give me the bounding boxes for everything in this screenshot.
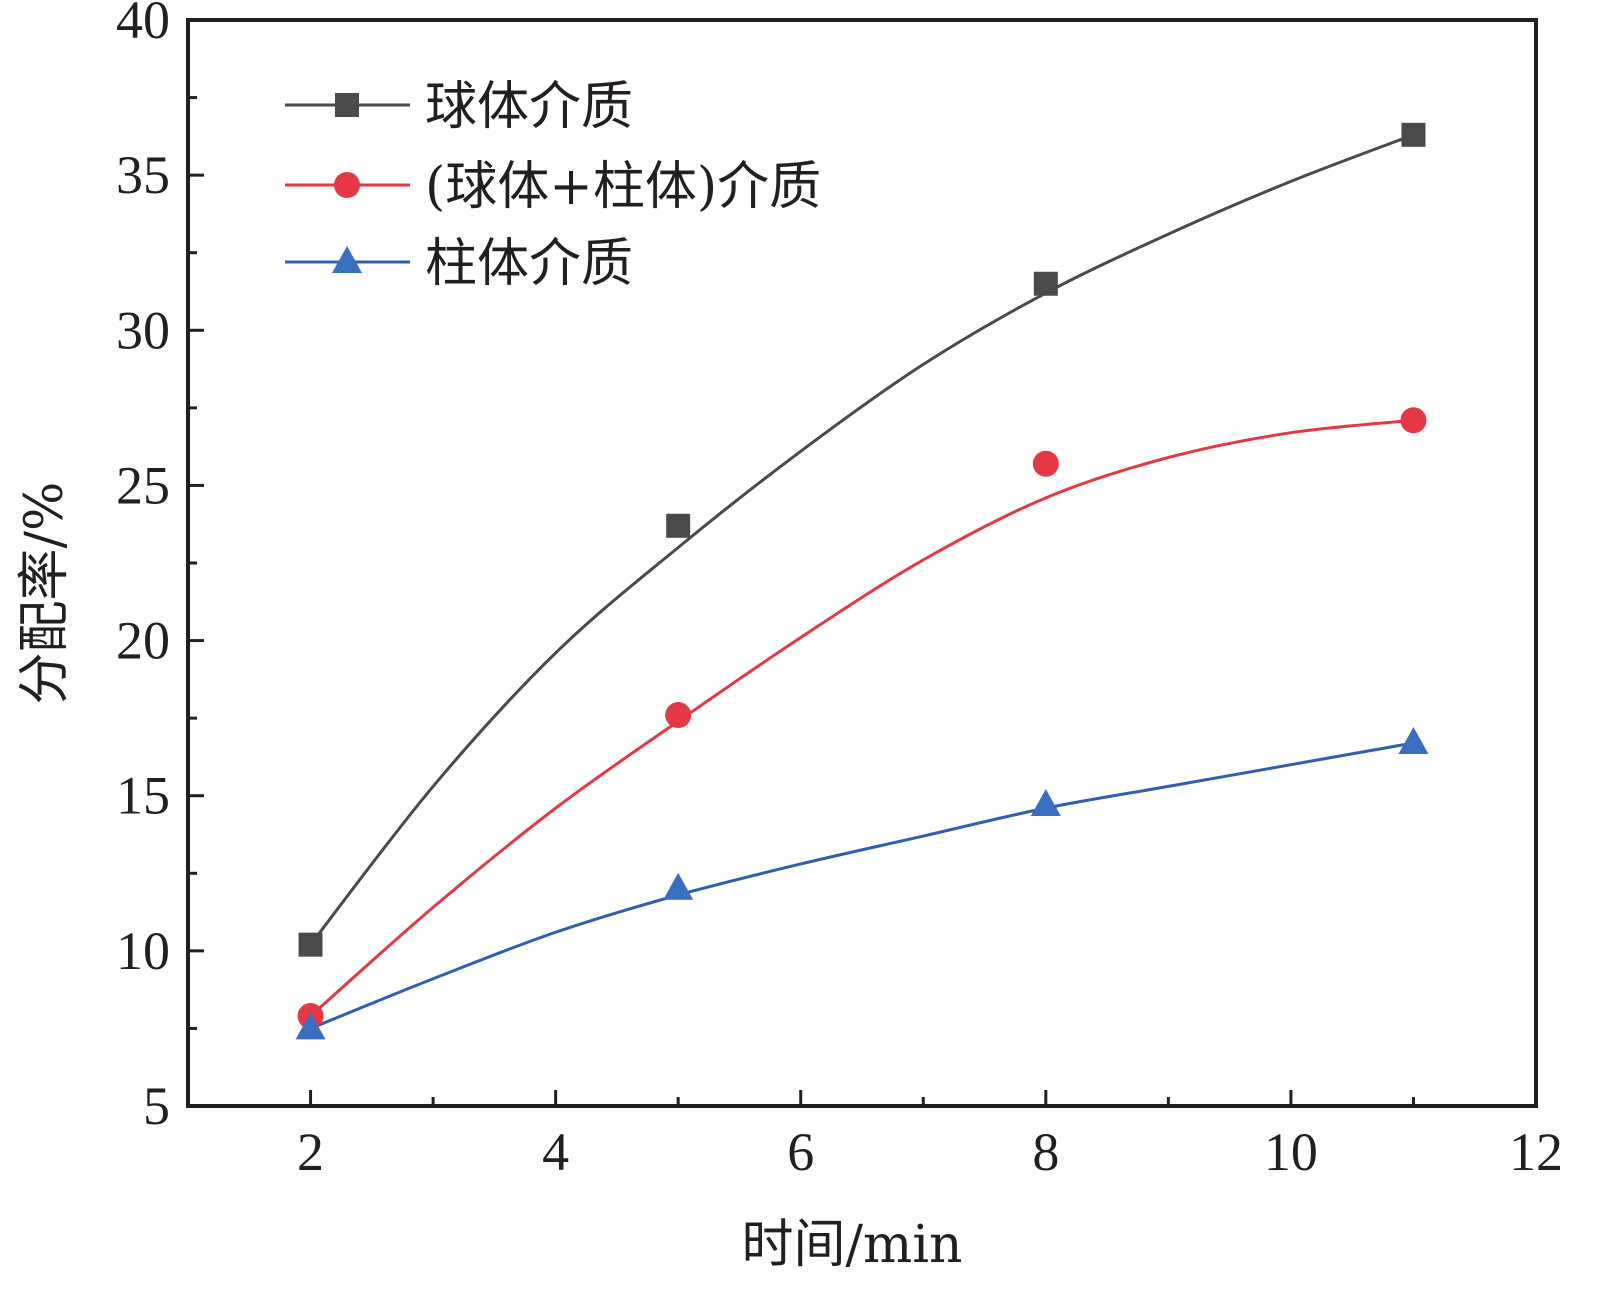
x-tick-labels: 2 4 6 8 10 12 [297, 1122, 1563, 1182]
fit-curves [309, 133, 1414, 1030]
legend-label: 柱体介质 [425, 234, 633, 294]
y-tick-label: 25 [116, 455, 170, 515]
y-tick-label: 20 [116, 611, 170, 671]
y-tick-label: 30 [116, 300, 170, 360]
data-markers [295, 122, 1429, 1040]
series-1-point [1033, 271, 1058, 296]
series-2-fit-line [309, 418, 1414, 1018]
legend-marker [334, 172, 360, 198]
y-tick-label: 15 [116, 766, 170, 826]
x-tick-label: 2 [297, 1122, 324, 1182]
x-tick-label: 12 [1509, 1122, 1563, 1182]
y-axis-title: 分配率/% [15, 482, 75, 705]
series-3-point [295, 1012, 326, 1040]
x-tick-label: 6 [787, 1122, 814, 1182]
plot-frame [186, 18, 1538, 1108]
y-tick-label: 5 [143, 1076, 170, 1136]
y-tick-labels: 5 10 15 20 25 30 35 40 [116, 0, 170, 1136]
series-3-fit-line [309, 741, 1414, 1030]
series-1-point [298, 932, 323, 957]
x-axis-title: 时间/min [742, 1215, 963, 1275]
series-1-point [666, 513, 691, 538]
x-tick-label: 4 [542, 1122, 569, 1182]
legend-marker [335, 93, 359, 117]
legend-marker [332, 246, 362, 273]
x-tick-label: 8 [1032, 1122, 1059, 1182]
series-3-point [1398, 726, 1429, 754]
y-tick-label: 35 [116, 145, 170, 205]
series-2-point [1032, 450, 1059, 477]
series-2-point [665, 702, 692, 729]
series-1-point [1401, 122, 1426, 147]
y-tick-label: 10 [116, 921, 170, 981]
legend-label: (球体+柱体)介质 [425, 157, 821, 217]
legend-label: 球体介质 [425, 77, 633, 137]
x-tick-label: 10 [1264, 1122, 1318, 1182]
series-3-point [663, 872, 694, 900]
series-2-point [1400, 407, 1427, 434]
series-1-fit-line [309, 133, 1414, 946]
y-tick-label: 40 [116, 0, 170, 50]
series-3-point [1030, 789, 1061, 817]
